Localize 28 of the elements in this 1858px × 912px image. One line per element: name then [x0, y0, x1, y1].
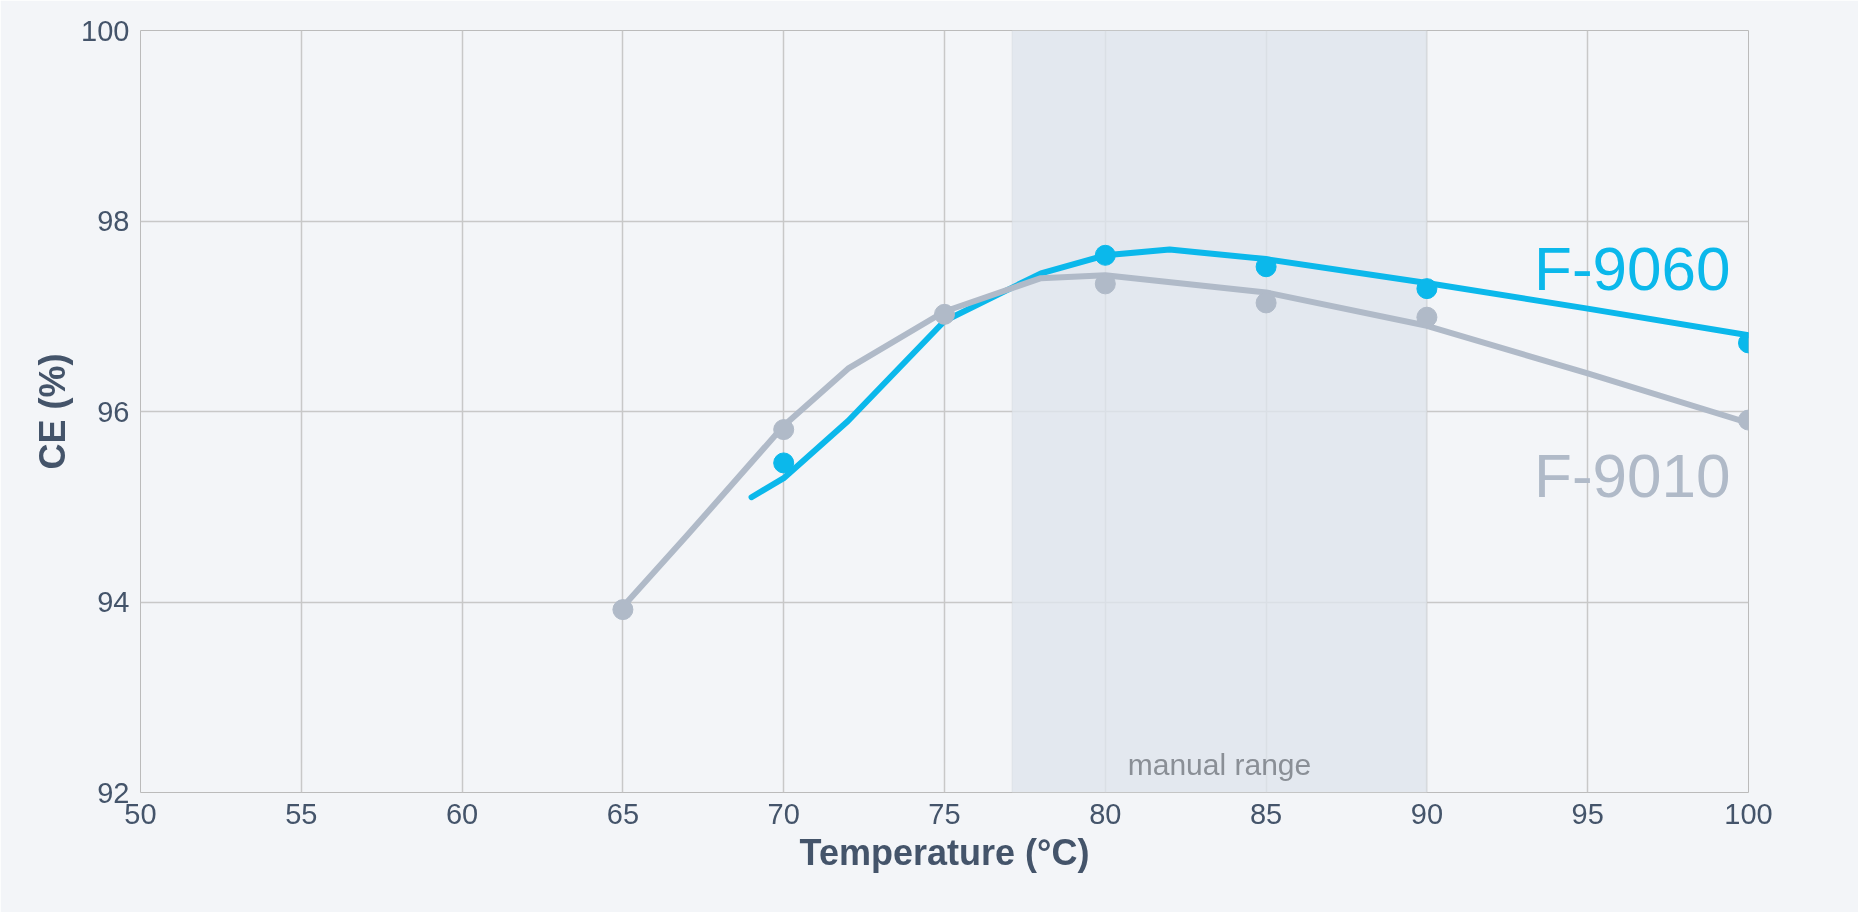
y-tick-label: 96 — [97, 395, 130, 428]
point — [1094, 244, 1116, 266]
point — [1255, 292, 1277, 314]
band-label: manual range — [1127, 747, 1312, 781]
x-tick-label: 90 — [1410, 797, 1444, 830]
x-tick-label: 95 — [1571, 797, 1604, 830]
point — [773, 452, 795, 474]
x-tick-label: 70 — [767, 797, 800, 830]
series-label: F-9010 — [1534, 441, 1731, 511]
y-tick-label: 100 — [81, 14, 130, 47]
y-tick-label: 98 — [97, 205, 130, 237]
series-label: F-9060 — [1534, 233, 1731, 303]
x-tick-label: 75 — [928, 797, 961, 830]
point — [1416, 306, 1438, 328]
x-tick-label: 60 — [445, 797, 479, 830]
x-axis-title: Temperature (°C) — [799, 831, 1090, 873]
x-tick-label: 80 — [1089, 797, 1122, 830]
x-tick-label: 65 — [606, 797, 640, 830]
point — [773, 419, 795, 441]
y-tick-label: 94 — [97, 586, 130, 618]
y-axis-title: CE (%) — [32, 353, 74, 470]
point — [1255, 256, 1277, 278]
point — [1416, 278, 1438, 300]
x-tick-label: 85 — [1249, 797, 1283, 830]
point — [934, 303, 955, 325]
x-tick-label: 100 — [1724, 797, 1773, 830]
point — [612, 599, 634, 621]
x-tick-label: 55 — [285, 797, 318, 830]
